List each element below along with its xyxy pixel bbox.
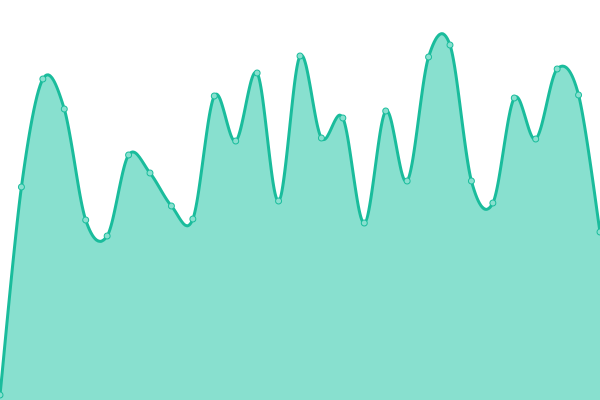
data-point-11 xyxy=(232,137,240,145)
area-fill xyxy=(0,33,600,400)
data-point-3 xyxy=(60,105,68,113)
data-markers xyxy=(0,41,600,399)
data-point-2 xyxy=(39,75,47,83)
data-point-12 xyxy=(253,69,261,77)
data-point-26 xyxy=(553,65,561,73)
data-point-5 xyxy=(103,232,111,240)
data-point-20 xyxy=(425,53,433,61)
data-point-0 xyxy=(0,391,4,399)
data-point-24 xyxy=(510,94,518,102)
data-point-22 xyxy=(467,177,475,185)
data-point-21 xyxy=(446,41,454,49)
data-point-1 xyxy=(17,183,25,191)
data-point-17 xyxy=(360,219,368,227)
data-point-27 xyxy=(575,91,583,99)
data-point-8 xyxy=(167,202,175,210)
data-point-28 xyxy=(596,228,600,236)
data-point-25 xyxy=(532,135,540,143)
data-point-7 xyxy=(146,169,154,177)
data-point-13 xyxy=(275,197,283,205)
data-point-14 xyxy=(296,52,304,60)
data-point-15 xyxy=(317,134,325,142)
data-point-18 xyxy=(382,107,390,115)
data-point-10 xyxy=(210,92,218,100)
data-point-19 xyxy=(403,177,411,185)
data-point-23 xyxy=(489,199,497,207)
data-point-16 xyxy=(339,114,347,122)
data-point-9 xyxy=(189,215,197,223)
data-point-6 xyxy=(125,151,133,159)
data-point-4 xyxy=(82,216,90,224)
